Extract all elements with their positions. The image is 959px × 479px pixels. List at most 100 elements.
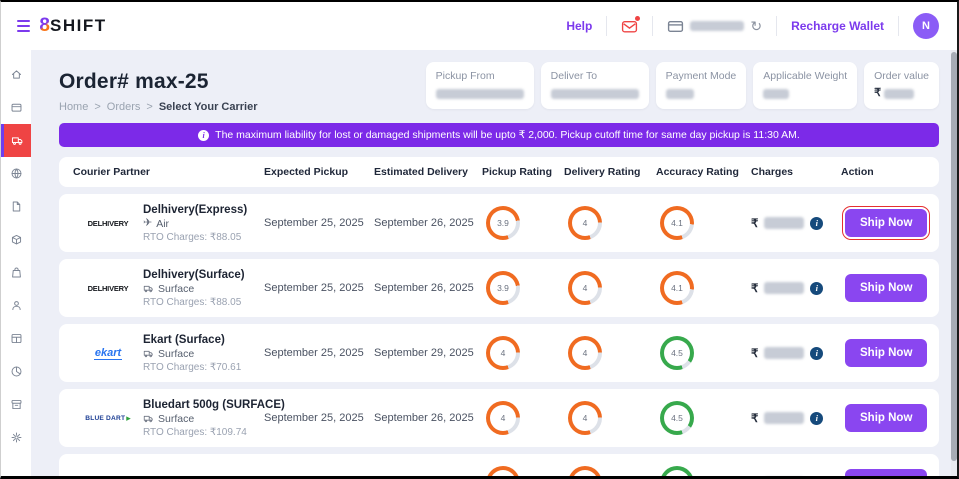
user-avatar[interactable]: N [913, 13, 939, 39]
app-logo: 8SHIFT [46, 15, 100, 37]
expected-pickup-date: September 25, 2025 [264, 412, 374, 424]
header-accuracy-rating: Accuracy Rating [656, 166, 751, 178]
archive-icon [10, 398, 23, 411]
charge-info-icon[interactable] [810, 412, 823, 425]
ship-now-button[interactable]: Ship Now [845, 274, 927, 302]
logo-text: ekart [94, 347, 122, 360]
summary-card-deliver-to: Deliver To [541, 62, 649, 109]
rating-cell: 4.5 [656, 336, 751, 370]
blurred-value [763, 89, 789, 99]
charges-cell: ₹ [751, 216, 841, 230]
rating-cell [656, 466, 751, 476]
courier-partner-cell: DELHIVERYDelhivery(Surface)SurfaceRTO Ch… [67, 269, 264, 308]
notification-dot [635, 16, 640, 21]
logo-text: DELHIVERY [88, 284, 129, 293]
blurred-charge [764, 217, 804, 229]
ship-now-button[interactable]: Ship Now [845, 209, 927, 237]
sidebar-item-pickups[interactable] [1, 256, 31, 289]
ekart-logo: ekart [81, 347, 135, 360]
breadcrumb-home[interactable]: Home [59, 101, 88, 113]
ship-now-button[interactable]: Ship Now [845, 339, 927, 367]
sidebar-item-settings[interactable] [1, 421, 31, 454]
sidebar [1, 50, 31, 476]
rto-charges: RTO Charges: ₹88.05 [143, 297, 245, 308]
delivery-rating-gauge: 4 [568, 206, 602, 240]
sidebar-item-documents[interactable] [1, 190, 31, 223]
summary-card-value: ₹ [874, 88, 929, 99]
summary-card-value [763, 88, 847, 99]
ship-now-button[interactable]: Ship Now [845, 469, 927, 476]
file-icon [10, 200, 23, 213]
summary-card-value [436, 88, 524, 99]
charge-info-icon[interactable] [810, 347, 823, 360]
recharge-wallet-link[interactable]: Recharge Wallet [791, 19, 884, 33]
pickup-rating-gauge: 4 [486, 401, 520, 435]
delivery-rating-gauge [568, 466, 602, 476]
currency-symbol: ₹ [751, 346, 758, 360]
delivery-rating-gauge: 4 [568, 336, 602, 370]
sidebar-item-home[interactable] [1, 58, 31, 91]
rto-charges: RTO Charges: ₹70.61 [143, 362, 241, 373]
breadcrumb: Home > Orders > Select Your Carrier [59, 101, 257, 113]
courier-info: Delhivery(Express)✈AirRTO Charges: ₹88.0… [143, 204, 247, 243]
header-pickup-rating: Pickup Rating [482, 166, 564, 178]
logo-text: BLUE DART [85, 415, 125, 422]
sidebar-item-packages[interactable] [1, 223, 31, 256]
rating-value: 4 [490, 340, 516, 366]
gear-icon [10, 431, 23, 444]
sidebar-item-reports[interactable] [1, 355, 31, 388]
breadcrumb-separator: > [146, 101, 152, 113]
sidebar-item-billing[interactable] [1, 322, 31, 355]
summary-card-label: Applicable Weight [763, 70, 847, 82]
courier-name: Delhivery(Surface) [143, 269, 245, 281]
wallet-card-icon [667, 18, 684, 35]
refresh-balance-icon[interactable]: ↻ [750, 19, 762, 33]
rto-charges: RTO Charges: ₹109.74 [143, 427, 285, 438]
pickup-rating-gauge: 3.9 [486, 271, 520, 305]
hamburger-menu-icon[interactable] [13, 16, 34, 36]
rating-value: 4 [490, 405, 516, 431]
liability-banner: The maximum liability for lost or damage… [59, 123, 939, 147]
currency-symbol: ₹ [874, 88, 881, 99]
card-icon [10, 101, 23, 114]
grid-icon [10, 332, 23, 345]
rating-cell: 3.9 [482, 206, 564, 240]
sidebar-item-orders[interactable] [1, 91, 31, 124]
summary-cards: Pickup FromDeliver ToPayment ModeApplica… [426, 62, 939, 109]
summary-card-value [666, 88, 737, 99]
help-link[interactable]: Help [566, 19, 592, 33]
truck-icon [11, 134, 24, 147]
scrollbar-thumb[interactable] [951, 52, 957, 461]
rating-value: 4 [572, 275, 598, 301]
sidebar-item-archive[interactable] [1, 388, 31, 421]
sidebar-item-tracking[interactable] [1, 157, 31, 190]
info-icon [198, 130, 209, 141]
breadcrumb-current: Select Your Carrier [159, 101, 258, 113]
charge-info-icon[interactable] [810, 282, 823, 295]
rto-charges: RTO Charges: ₹88.05 [143, 232, 247, 243]
ship-now-button[interactable]: Ship Now [845, 404, 927, 432]
divider [898, 16, 899, 36]
estimated-delivery-date: September 29, 2025 [374, 347, 482, 359]
sidebar-item-shipments[interactable] [1, 124, 31, 157]
truck-icon [143, 413, 154, 424]
charge-info-icon[interactable] [810, 217, 823, 230]
breadcrumb-orders[interactable]: Orders [107, 101, 141, 113]
user-icon [10, 299, 23, 312]
carrier-row: DELHIVERYDelhivery(Express)✈AirRTO Charg… [59, 194, 939, 252]
currency-symbol: ₹ [751, 216, 758, 230]
rating-value: 3.9 [490, 275, 516, 301]
summary-card-applicable-weight: Applicable Weight [753, 62, 857, 109]
banner-text: The maximum liability for lost or damage… [215, 129, 800, 141]
sidebar-item-customers[interactable] [1, 289, 31, 322]
summary-card-label: Deliver To [551, 70, 639, 82]
expected-pickup-date: September 25, 2025 [264, 217, 374, 229]
blurred-value [666, 89, 694, 99]
header-expected-pickup: Expected Pickup [264, 166, 374, 178]
notifications-mail-icon[interactable] [621, 18, 638, 35]
carrier-row: BLUE DART▸Bluedart 500g (EXPRESS)₹Ship N… [59, 454, 939, 476]
globe-icon [10, 167, 23, 180]
carrier-row: BLUE DART▸Bluedart 500g (SURFACE)Surface… [59, 389, 939, 447]
courier-info: Ekart (Surface)SurfaceRTO Charges: ₹70.6… [143, 334, 241, 373]
package-icon [10, 233, 23, 246]
